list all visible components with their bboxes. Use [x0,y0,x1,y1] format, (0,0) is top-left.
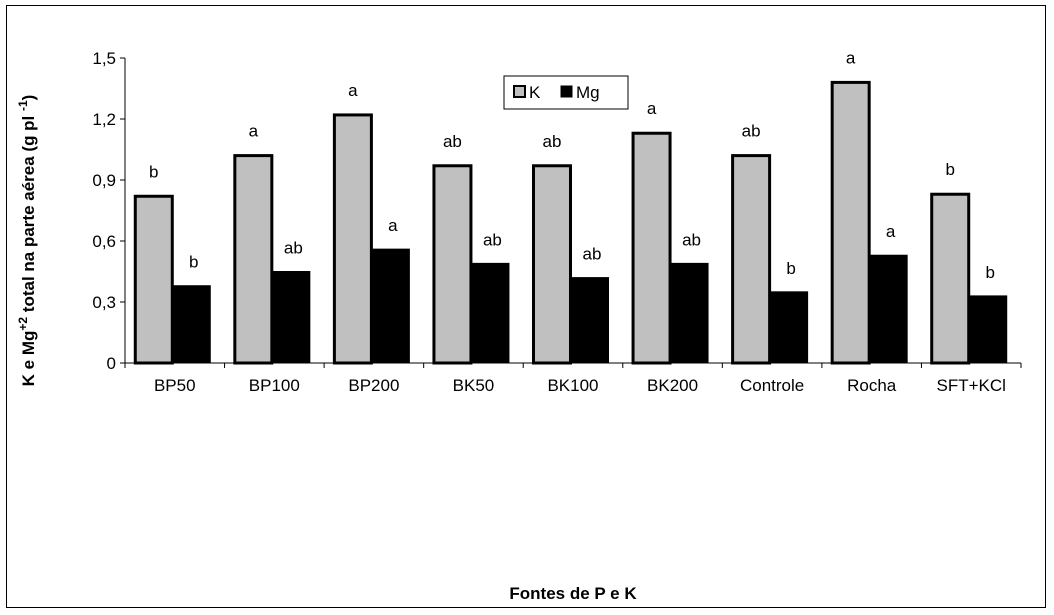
legend-label-mg: Mg [576,83,600,102]
y-title-part: ) [19,95,38,101]
significance-label-k: a [348,81,358,100]
bar-mg [172,285,211,364]
significance-label-k: b [149,162,158,181]
significance-label-k: a [647,99,657,118]
bar-k [532,164,572,365]
y-title-superscript: -1 [16,100,30,111]
x-tick-label: BK200 [647,376,698,395]
labels: BP50bbBP100aabBP200aaBK50ababBK100ababBK… [149,48,1006,395]
y-tick-label: 0,3 [92,293,116,312]
bar-mg [969,295,1008,364]
legend-label-k: K [529,83,541,102]
significance-label-k: ab [742,122,761,141]
x-axis-title: Fontes de P e K [509,584,637,603]
bars [133,80,1008,365]
bar-k [233,154,274,365]
y-title-part: K e Mg [19,331,38,387]
significance-label-mg: b [189,253,198,272]
bar-k [133,194,174,365]
y-tick-label: 0,6 [92,232,116,251]
y-tick-label: 0 [107,354,116,373]
y-title-superscript: +2 [16,317,30,331]
x-tick-label: BK50 [453,376,495,395]
significance-label-k: ab [543,132,562,151]
significance-label-mg: a [886,222,896,241]
bar-k [432,164,473,365]
significance-label-mg: ab [583,245,602,264]
y-tick-label: 1,2 [92,110,116,129]
significance-label-k: ab [443,132,462,151]
legend-swatch-mg [560,85,573,98]
significance-label-k: a [249,122,259,141]
y-axis-title: K e Mg+2 total na parte aérea (g pl -1) [16,95,38,387]
significance-label-mg: b [985,263,994,282]
x-tick-label: BP50 [154,376,196,395]
y-title-part: total na parte aérea (g pl [19,111,38,317]
x-tick-label: BK100 [547,376,598,395]
significance-label-mg: ab [284,239,303,258]
bar-mg [670,262,709,364]
bar-mg [371,248,410,364]
significance-label-mg: b [786,259,795,278]
bar-mg [869,254,908,364]
bar-mg [571,277,609,364]
bar-k [631,131,672,365]
chart-frame: 0 0,3 0,6 0,9 1,2 1,5 BP50 b b BP100 a ab BP200 a a BK… [6,5,1046,608]
bar-mg [471,262,510,364]
x-tick-label: Rocha [847,376,897,395]
significance-label-k: a [846,48,856,67]
bar-k [830,80,871,365]
legend: K Mg [503,75,629,110]
x-tick-label: BP200 [348,376,399,395]
bar-mg [272,271,311,364]
x-tick-label: Controle [740,376,804,395]
x-tick-label: SFT+KCl [937,376,1006,395]
significance-label-mg: ab [483,230,502,249]
bar-k [930,192,971,365]
significance-label-mg: a [388,216,398,235]
y-tick-label: 1,5 [92,49,116,68]
y-tick-label: 0,9 [92,171,116,190]
legend-swatch-k [513,85,526,98]
x-tick-label: BP100 [249,376,300,395]
bar-k [332,113,373,365]
bar-chart: 00,30,60,91,21,5 BP50bbBP100aabBP200aaBK… [16,48,1022,603]
bar-mg [770,291,809,364]
significance-label-mg: ab [682,230,701,249]
significance-label-k: b [945,160,954,179]
bar-k [731,154,772,365]
